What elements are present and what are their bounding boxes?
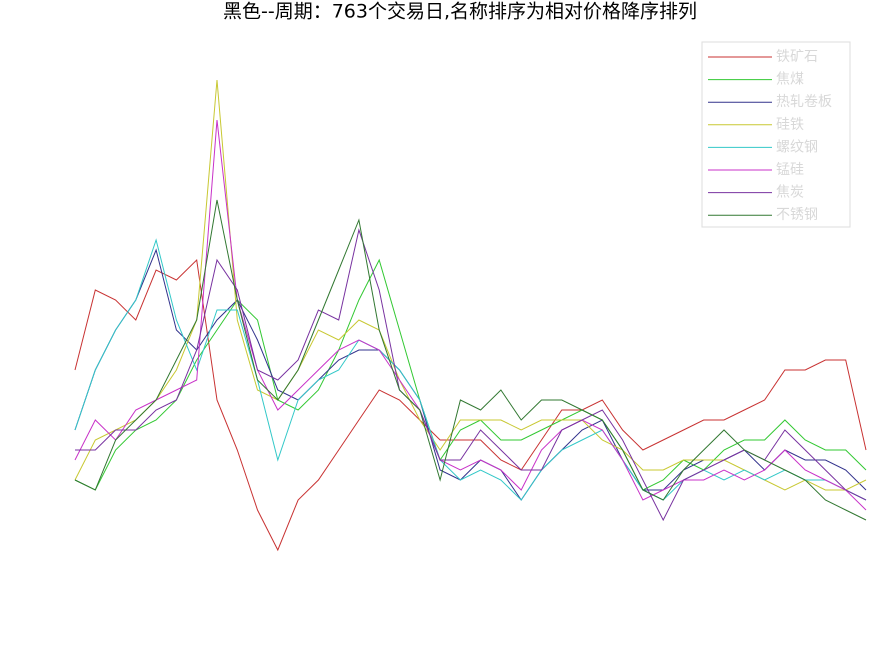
series-line [74,119,867,511]
legend-label: 焦炭 [776,185,804,201]
chart-title: 黑色--周期：763个交易日,名称排序为相对价格降序排列 [223,1,697,23]
series-line [74,258,867,491]
legend-label: 锰硅 [776,162,804,178]
series-line [74,199,867,521]
legend-label: 不锈钢 [776,207,818,223]
series-line [74,258,867,552]
series-line [75,228,867,522]
legend-label: 硅铁 [776,117,804,133]
series-line [74,79,867,491]
legend-label: 焦煤 [776,72,804,88]
legend-label: 铁矿石 [776,49,818,65]
legend-box [701,41,851,228]
series-line [74,248,867,501]
legend-label: 螺纹钢 [776,139,818,155]
legend-label: 热轧卷板 [776,94,832,110]
series-line [74,238,867,501]
